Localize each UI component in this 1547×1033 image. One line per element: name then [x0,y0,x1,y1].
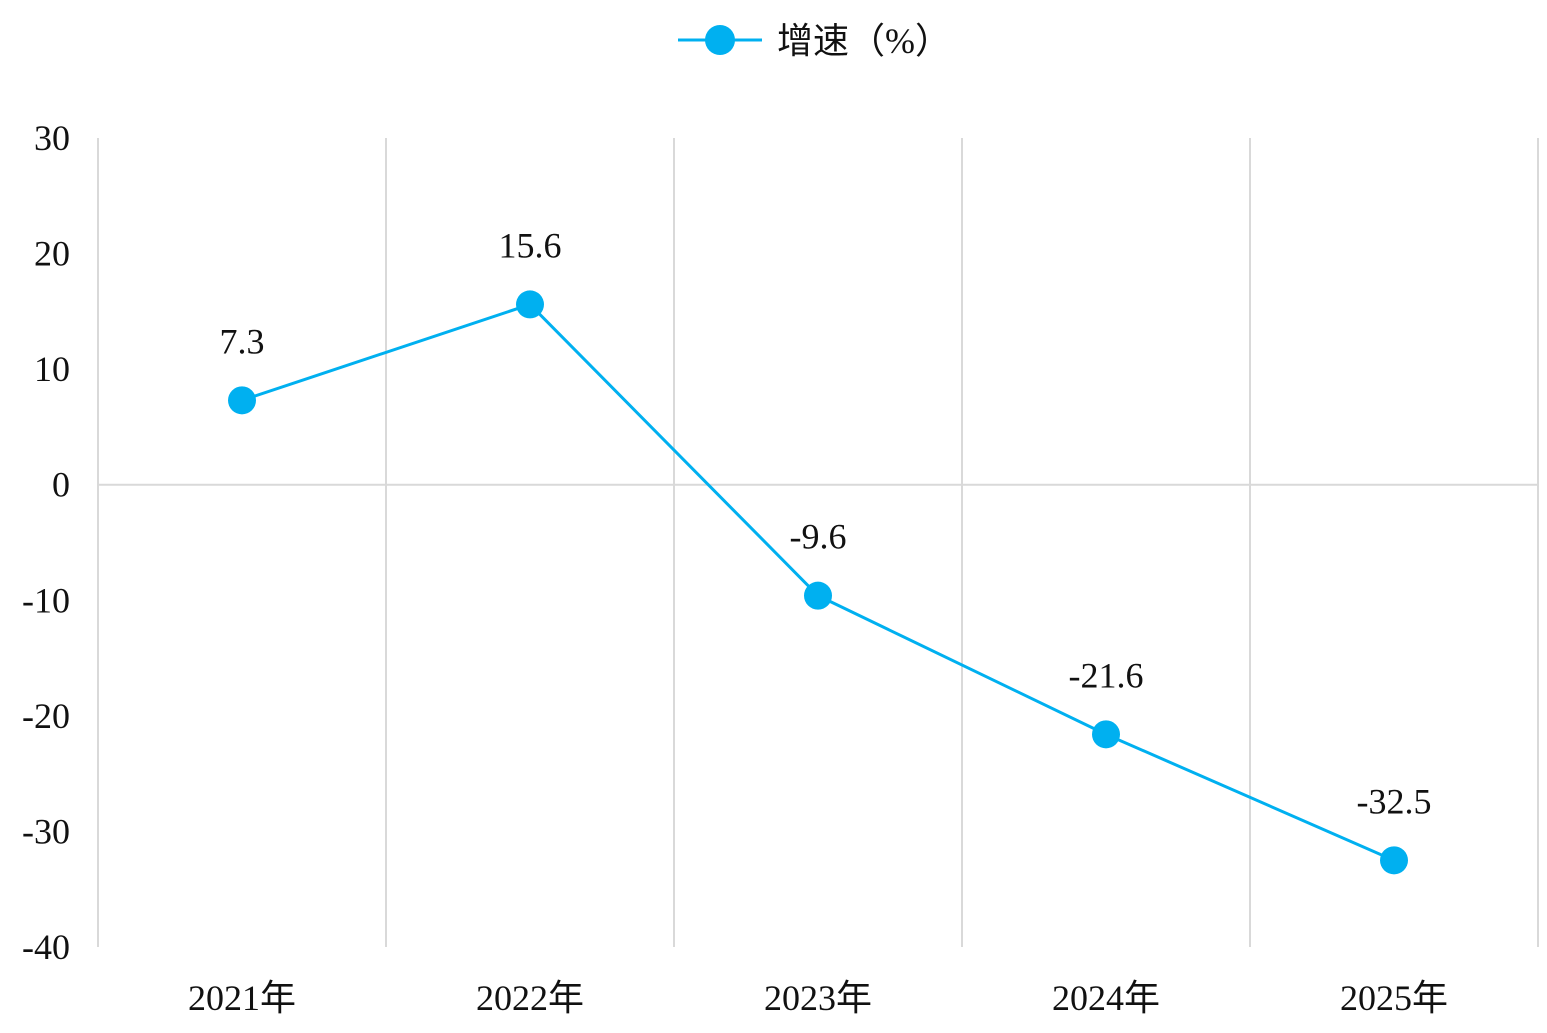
y-tick-label: 30 [34,118,70,158]
x-tick-label: 2025年 [1340,978,1448,1018]
data-label: -9.6 [790,517,847,557]
y-tick-label: -20 [22,696,70,736]
y-tick-label: -40 [22,927,70,967]
data-label: 7.3 [220,321,265,361]
data-point [228,386,256,415]
x-tick-label: 2022年 [476,978,584,1018]
y-tick-label: 10 [34,349,70,389]
legend-label: 增速（%） [777,21,951,61]
series-group [228,290,1408,875]
x-axis: 2021年 2022年 2023年 2024年 2025年 [188,978,1448,1018]
legend: 增速（%） [678,21,951,61]
grid [97,138,1539,947]
data-label: -21.6 [1069,655,1144,695]
data-point [516,290,544,319]
y-tick-label: -10 [22,580,70,620]
data-point [1092,720,1120,749]
x-tick-label: 2024年 [1052,978,1160,1018]
data-label: -32.5 [1357,781,1432,821]
data-labels: 7.3 15.6 -9.6 -21.6 -32.5 [220,225,1432,821]
data-point [804,581,832,610]
data-point [1380,846,1408,875]
y-tick-label: -30 [22,811,70,851]
y-tick-label: 0 [52,465,70,505]
x-tick-label: 2023年 [764,978,872,1018]
y-tick-label: 20 [34,234,70,274]
data-label: 15.6 [499,225,562,265]
y-axis: 30 20 10 0 -10 -20 -30 -40 [22,118,70,967]
x-tick-label: 2021年 [188,978,296,1018]
legend-dot-marker [705,25,735,55]
